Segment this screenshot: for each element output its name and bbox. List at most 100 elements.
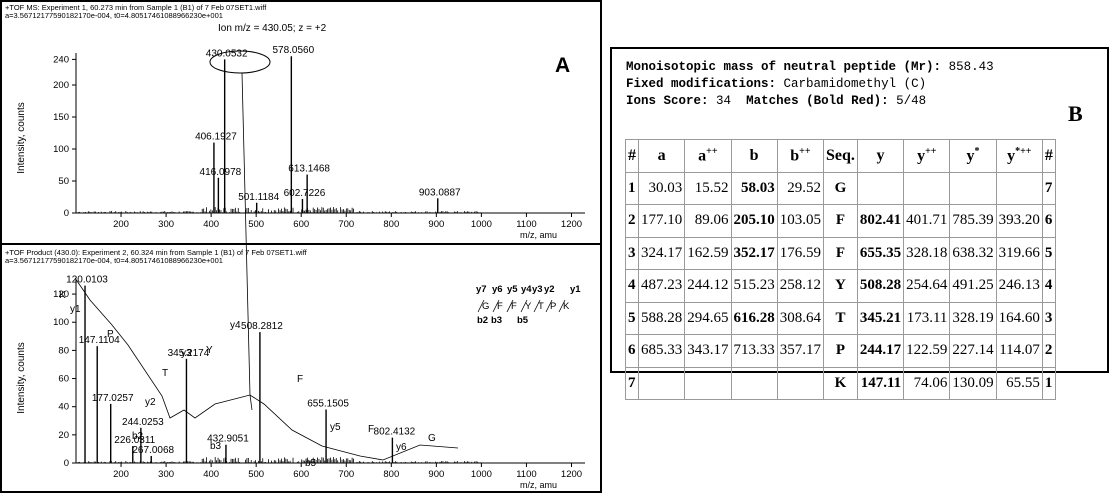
- fragment-table-body: 1 30.03 15.52 58.03 29.52 G 7 2 177.10 89.06 205.1…: [625, 171, 1056, 400]
- ms-y-tick-label: 100: [53, 144, 69, 155]
- score-value: 34: [716, 94, 732, 108]
- ion-label-k: K: [59, 290, 66, 301]
- y-ion-path: [74, 277, 459, 461]
- table-cell: 227.14: [949, 334, 997, 368]
- ms-y-tick-label: 240: [53, 54, 69, 65]
- table-cell: 4: [625, 269, 639, 303]
- seq-residue: Y: [525, 301, 532, 312]
- peptide-summary: Monoisotopic mass of neutral peptide (Mr…: [626, 59, 994, 110]
- seq-cleavage: [477, 299, 485, 313]
- column-header: b: [730, 139, 778, 173]
- table-cell: 122.59: [903, 334, 951, 368]
- ms-x-tick-label: 900: [428, 219, 444, 230]
- table-cell: 74.06: [903, 366, 951, 400]
- ion-label-y2: y2: [145, 397, 156, 408]
- table-cell: [856, 171, 905, 205]
- seq-cleavage: [520, 299, 528, 313]
- ion-label-f1: F: [297, 374, 303, 385]
- sequence-ladder: y7 y6 y5 y4 y3 y2 y1G F F Y T P Kb2 b3 b5: [476, 284, 581, 326]
- table-cell: 2: [1041, 334, 1056, 368]
- table-cell: 6: [1041, 204, 1056, 238]
- mods-label: Fixed modifications:: [626, 77, 777, 91]
- table-cell: F: [823, 204, 858, 238]
- mr-label: Monoisotopic mass of neutral peptide (Mr…: [626, 60, 942, 74]
- table-cell: F: [823, 236, 858, 270]
- table-cell: 30.03: [637, 171, 686, 205]
- ms-x-tick-label: 400: [203, 219, 219, 230]
- table-cell: 616.28: [730, 301, 778, 335]
- msms-peak-label: 177.0257: [92, 393, 134, 404]
- table-cell: 147.11: [856, 366, 905, 400]
- msms-y-tick-label: 40: [58, 402, 69, 413]
- table-row: 3 324.17 162.59 352.17 176.59 F 655.35 328.18 63…: [625, 236, 1056, 270]
- table-cell: 515.23: [730, 269, 778, 303]
- msms-peak-label: 267.0068: [132, 445, 174, 456]
- table-cell: 7: [625, 366, 639, 400]
- table-cell: 319.66: [995, 236, 1043, 270]
- seq-residue: P: [550, 301, 556, 312]
- seq-bottom-label: b3: [491, 315, 502, 326]
- msms-x-tick-label: 400: [203, 469, 219, 480]
- ms-peak-label: 406.1927: [195, 132, 237, 143]
- msms-peak-label: 508.2812: [241, 321, 283, 332]
- msms-ylabel: Intensity, counts: [16, 342, 27, 414]
- panel-letter-a: A: [555, 54, 570, 77]
- ms-x-tick-label: 300: [158, 219, 174, 230]
- ion-label-b3: b3: [210, 441, 222, 452]
- seq-residue: G: [482, 301, 489, 312]
- column-header: y*++: [995, 139, 1043, 173]
- msms-x-tick-label: 600: [293, 469, 309, 480]
- table-cell: [995, 171, 1043, 205]
- table-cell: 352.17: [730, 236, 778, 270]
- ms-x-tick-label: 500: [248, 219, 264, 230]
- table-cell: 130.09: [949, 366, 997, 400]
- table-cell: 393.20: [995, 204, 1043, 238]
- ion-label-yy: Y: [206, 345, 213, 356]
- seq-residue: K: [563, 301, 570, 312]
- table-cell: 7: [1041, 171, 1056, 205]
- table-cell: 588.28: [637, 301, 686, 335]
- column-header: y: [856, 139, 905, 173]
- table-row: 2 177.10 89.06 205.10 103.05 F 802.41 401.71 785…: [625, 204, 1056, 238]
- seq-bottom-label: b5: [517, 315, 529, 326]
- seq-cleavage: [545, 299, 553, 313]
- ms-peak-label: 613.1468: [288, 164, 330, 175]
- ms-x-tick-label: 600: [293, 219, 309, 230]
- table-cell: [684, 366, 732, 400]
- seq-top-label: y4: [521, 284, 532, 295]
- table-cell: K: [823, 366, 858, 400]
- msms-xlabel: m/z, amu: [520, 480, 557, 490]
- msms-peak-label: 802.4132: [374, 427, 416, 438]
- table-cell: 638.32: [949, 236, 997, 270]
- table-cell: 345.21: [856, 301, 905, 335]
- seq-cleavage: [558, 299, 566, 313]
- seq-top-label: y5: [507, 284, 518, 295]
- msms-y-tick-label: 0: [64, 458, 69, 469]
- msms-peak-label: 655.1505: [307, 399, 349, 410]
- table-cell: 5: [1041, 236, 1056, 270]
- ion-label-b5: b5: [305, 458, 317, 469]
- table-cell: 343.17: [684, 334, 732, 368]
- column-header: y*: [949, 139, 997, 173]
- ion-label-y1: y1: [70, 304, 81, 315]
- table-cell: 103.05: [776, 204, 825, 238]
- ion-label-y4: y4: [230, 320, 241, 331]
- table-row: 4 487.23 244.12 515.23 258.12 Y 508.28 254.64 49…: [625, 269, 1056, 303]
- table-row: 6 685.33 343.17 713.33 357.17 P 244.17 122.59 22…: [625, 334, 1056, 368]
- ms-peak-label: 578.0560: [272, 45, 314, 56]
- table-cell: [903, 171, 951, 205]
- seq-bottom-label: b2: [477, 315, 488, 326]
- ms-peak-label: 602.7226: [284, 188, 326, 199]
- ms-x-tick-label: 800: [383, 219, 399, 230]
- seq-top-label: y1: [570, 284, 581, 295]
- msms-x-tick-label: 200: [113, 469, 129, 480]
- ms-y-tick-label: 200: [53, 80, 69, 91]
- table-cell: 205.10: [730, 204, 778, 238]
- mods-value: Carbamidomethyl (C): [783, 77, 927, 91]
- fragment-table: # a a++ b b++ Seq. y y++ y* y*++ # 1 30.03 15.52 58.0…: [625, 139, 1056, 400]
- msms-x-tick-label: 700: [338, 469, 354, 480]
- table-cell: 244.12: [684, 269, 732, 303]
- ion-label-f2: F: [368, 424, 374, 435]
- msms-y-tick-label: 20: [58, 430, 69, 441]
- msms-peak-label: 120.0103: [66, 275, 108, 286]
